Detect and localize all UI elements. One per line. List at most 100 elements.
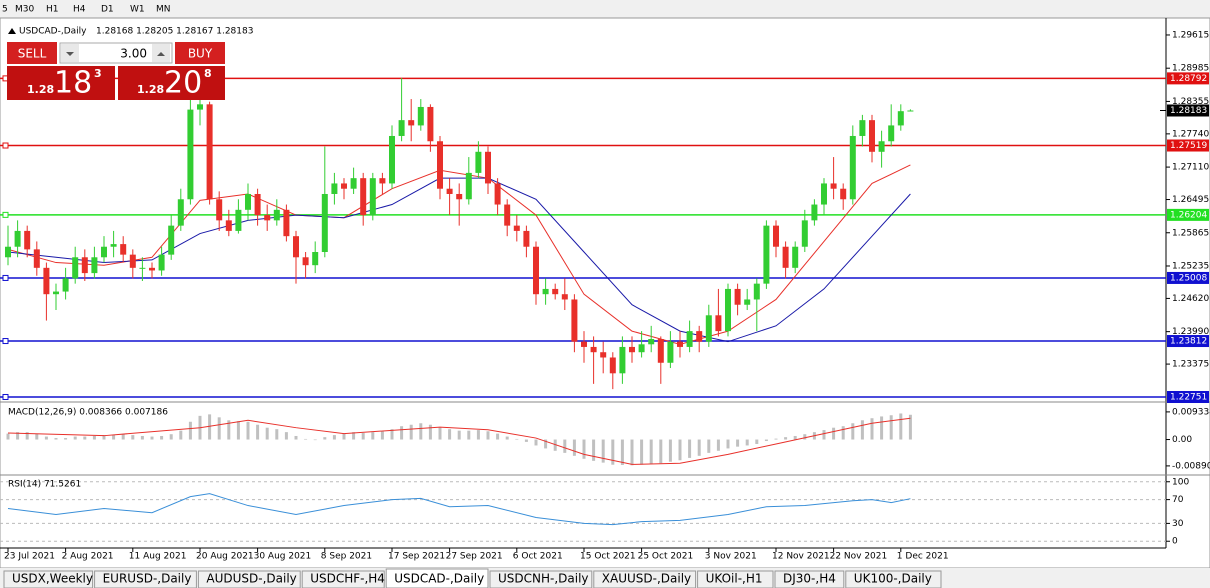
candle-body [187, 109, 194, 200]
buy-button[interactable] [175, 42, 225, 64]
timeframe-button[interactable]: H4 [73, 5, 86, 15]
line-anchor [2, 142, 9, 149]
tabs: USDX,Weekly EURUSD-,Daily AUDUSD-,Daily USD… [3, 568, 942, 588]
macd-bar [716, 439, 720, 451]
buy-prefix: 1.28 [137, 83, 164, 96]
price-label-box [1167, 139, 1209, 152]
down-arrow [66, 52, 74, 56]
candle-body [389, 135, 395, 184]
tab-label[interactable]: USDX,Weekly [12, 572, 93, 586]
macd-bar [438, 427, 442, 440]
macd-bar [64, 438, 68, 440]
macd-bar [160, 435, 164, 440]
candle-body [475, 151, 482, 173]
x-tick-label: 8 Sep 2021 [321, 552, 372, 562]
tab[interactable] [94, 570, 197, 588]
moving-average [7, 164, 911, 345]
buy-label[interactable]: BUY [188, 47, 213, 61]
macd-bar [419, 423, 423, 440]
candle-body [273, 209, 280, 221]
macd-bar [563, 439, 567, 453]
macd-bar [112, 434, 116, 440]
tab-label[interactable]: USDCNH-,Daily [498, 572, 589, 586]
macd-bar [505, 436, 509, 440]
tab[interactable] [489, 570, 593, 588]
sell-label[interactable]: SELL [18, 47, 47, 61]
tab[interactable] [301, 570, 385, 588]
lots-value[interactable]: 3.00 [120, 47, 147, 61]
line-anchor [2, 393, 9, 400]
macd-bar [294, 435, 298, 440]
rsi-title: RSI(14) 71.5261 [8, 480, 81, 490]
candle-body [696, 331, 703, 342]
macd-bar [150, 436, 154, 440]
candle-body [830, 183, 837, 189]
tab-label[interactable]: UKOil-,H1 [706, 572, 763, 586]
timeframe-button[interactable]: D1 [101, 5, 114, 15]
candle-body [293, 236, 299, 258]
candle-body [101, 246, 107, 258]
y-tick-label: 30 [1172, 519, 1184, 529]
candle-body [24, 230, 31, 250]
macd-bar [467, 430, 471, 440]
candle-body [552, 288, 559, 295]
x-tick-label: 17 Sep 2021 [388, 552, 445, 562]
candle-body [725, 288, 731, 332]
candle-body [859, 120, 866, 136]
price-label-box [1167, 72, 1209, 85]
tab[interactable] [3, 570, 94, 588]
timeframe-button[interactable]: W1 [130, 5, 145, 15]
buy-price-box[interactable] [118, 66, 225, 100]
plot [0, 75, 1166, 542]
tab-label[interactable]: USDCHF-,H4 [310, 572, 385, 586]
macd-bar [476, 430, 480, 440]
timeframe-button[interactable]: H1 [46, 5, 59, 15]
tab-label[interactable]: DJ30-,H4 [783, 572, 836, 586]
candle-body [81, 257, 88, 274]
tab-label[interactable]: EURUSD-,Daily [103, 572, 192, 586]
candle-body [225, 220, 232, 231]
y-tick-label: 1.29615 [1172, 30, 1209, 40]
price-label-box [1167, 271, 1209, 284]
price-label: 1.23812 [1170, 337, 1207, 347]
candle-body [129, 254, 136, 268]
y-tick-label: 0.009334 [1172, 407, 1210, 417]
tab-label[interactable]: AUDUSD-,Daily [206, 572, 296, 586]
macd-bar [313, 439, 317, 441]
up-arrow [157, 52, 165, 56]
y-tick-label: 1.23990 [1172, 327, 1209, 337]
tab[interactable] [197, 570, 301, 588]
lots-box[interactable] [59, 42, 173, 64]
candle-body [43, 267, 50, 295]
macd-bar [236, 421, 240, 440]
candle-body [408, 120, 415, 126]
tab[interactable] [774, 570, 845, 588]
tab-label[interactable]: XAUUSD-,Daily [602, 572, 691, 586]
y-tick-label: 1.28355 [1172, 97, 1209, 107]
macd-bar [899, 413, 903, 440]
timeframe-button[interactable]: MN [156, 5, 171, 15]
candle-body [283, 209, 290, 237]
tab[interactable] [845, 570, 942, 588]
candle-body [465, 172, 472, 200]
macd-bar [16, 432, 20, 440]
timeframe-button[interactable]: 5 [2, 5, 8, 15]
timeframe-button[interactable]: M30 [15, 5, 34, 15]
macd-bar [304, 438, 308, 440]
tab[interactable] [385, 568, 489, 588]
price-label: 1.22751 [1170, 392, 1207, 402]
tab-label[interactable]: USDCAD-,Daily [394, 572, 484, 586]
sell-price-box[interactable] [7, 66, 115, 100]
tab[interactable] [593, 570, 697, 588]
tab-label[interactable]: UK100-,Daily [854, 572, 932, 586]
candle-body [91, 257, 98, 274]
macd-bar [572, 439, 576, 456]
macd-bar [803, 434, 807, 440]
macd-bar [284, 432, 288, 440]
macd-bar [764, 439, 768, 442]
tab[interactable] [697, 570, 774, 588]
price-label: 1.26204 [1170, 210, 1207, 220]
sell-button[interactable] [7, 42, 57, 64]
y-tick-label: 100 [1172, 477, 1189, 487]
candle-body [571, 299, 578, 342]
